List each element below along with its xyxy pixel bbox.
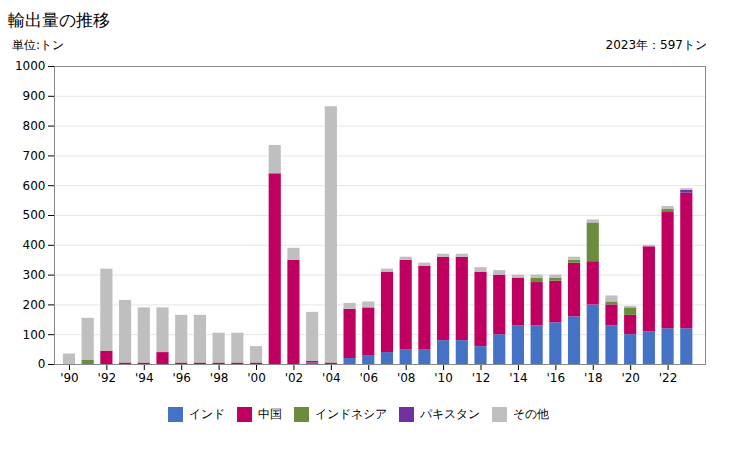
svg-text:600: 600 xyxy=(23,179,46,193)
svg-text:'12: '12 xyxy=(472,371,491,385)
svg-text:500: 500 xyxy=(23,208,46,222)
html-text:インド: インド xyxy=(189,407,225,421)
html-text:中国: 中国 xyxy=(258,407,282,421)
svg-text:900: 900 xyxy=(23,89,46,103)
svg-text:1000: 1000 xyxy=(15,59,46,73)
svg-text:'10: '10 xyxy=(434,371,453,385)
svg-text:'96: '96 xyxy=(172,371,191,385)
html-text:パキスタン: パキスタン xyxy=(420,407,480,421)
svg-text:200: 200 xyxy=(23,298,46,312)
html-text:その他: その他 xyxy=(513,407,549,421)
svg-text:100: 100 xyxy=(23,328,46,342)
svg-text:'14: '14 xyxy=(509,371,528,385)
html-text:単位:トン: 単位:トン xyxy=(12,38,64,52)
html-text:インドネシア: インドネシア xyxy=(315,407,387,421)
svg-text:'22: '22 xyxy=(659,371,678,385)
svg-text:'18: '18 xyxy=(584,371,603,385)
svg-text:'20: '20 xyxy=(621,371,640,385)
svg-text:'02: '02 xyxy=(285,371,304,385)
svg-text:0: 0 xyxy=(38,357,46,371)
svg-text:'16: '16 xyxy=(547,371,566,385)
svg-text:'90: '90 xyxy=(60,371,79,385)
html-text:2023年：597トン: 2023年：597トン xyxy=(605,38,707,52)
svg-text:400: 400 xyxy=(23,238,46,252)
svg-text:'00: '00 xyxy=(247,371,266,385)
svg-text:300: 300 xyxy=(23,268,46,282)
svg-text:'98: '98 xyxy=(210,371,229,385)
svg-text:'08: '08 xyxy=(397,371,416,385)
svg-text:'04: '04 xyxy=(322,371,341,385)
svg-text:'94: '94 xyxy=(135,371,154,385)
html-text:輸出量の推移: 輸出量の推移 xyxy=(8,10,110,30)
svg-text:800: 800 xyxy=(23,119,46,133)
svg-text:700: 700 xyxy=(23,149,46,163)
svg-text:'92: '92 xyxy=(98,371,117,385)
svg-text:'06: '06 xyxy=(359,371,378,385)
